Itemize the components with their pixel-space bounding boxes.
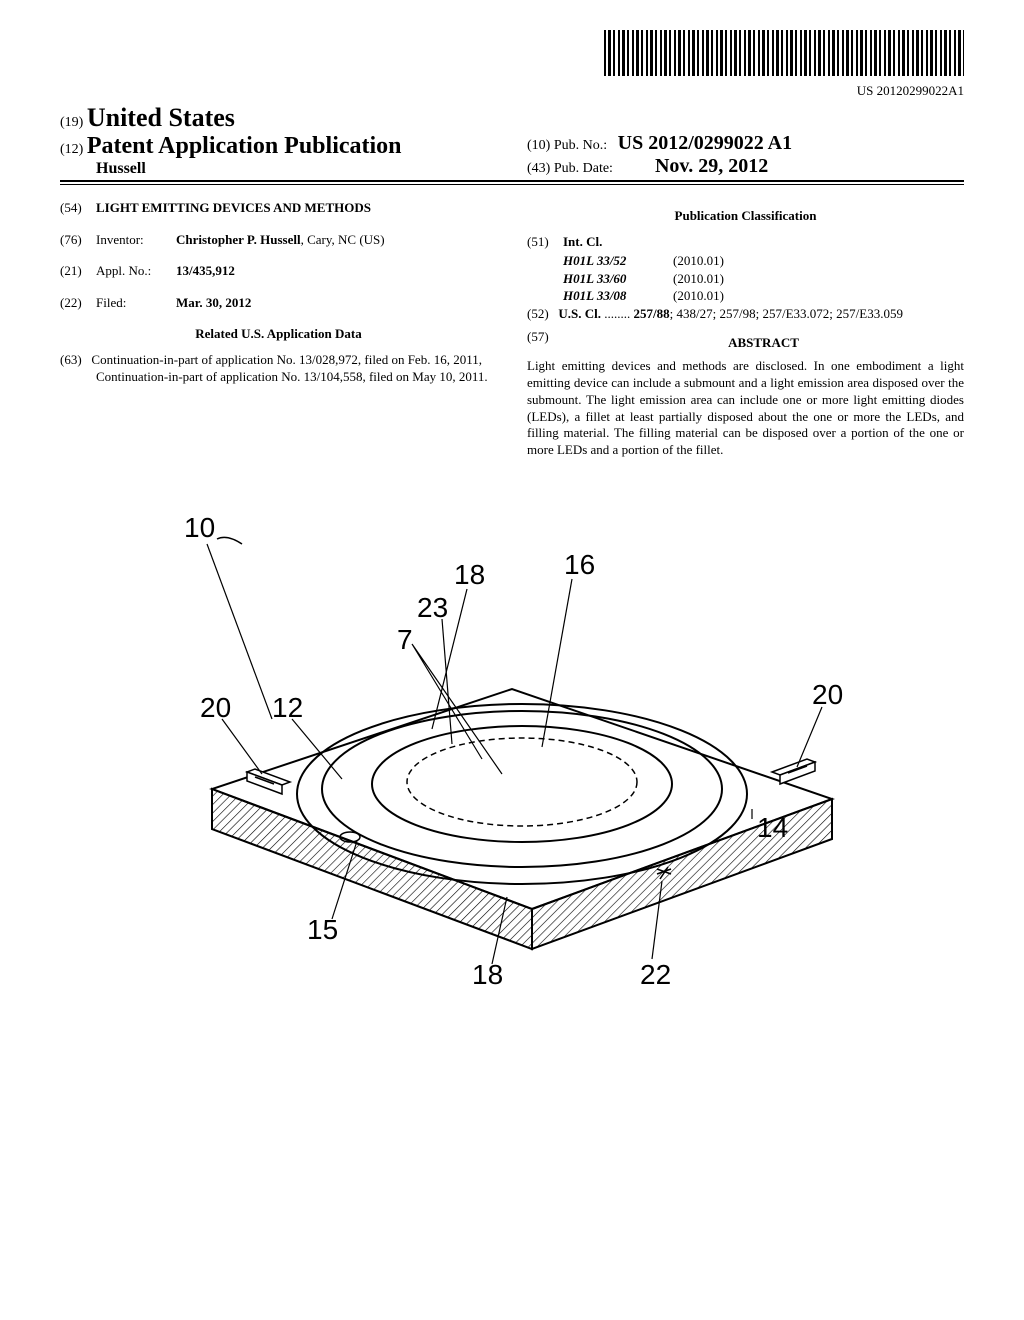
uscl-row: (52) U.S. Cl. ........ 257/88; 438/27; 2… [527,305,964,323]
pubno-code: (10) [527,138,550,153]
uscl-label: U.S. Cl. [558,306,601,321]
uscl-dots: ........ [604,306,633,321]
pubdate-code: (43) [527,161,550,176]
abstract-title: ABSTRACT [563,334,964,352]
related-code: (63) [60,352,82,367]
author-name: Hussell [60,160,497,178]
pub-code: (12) [60,142,83,157]
ref-12: 12 [272,692,303,723]
intcl-item: H01L 33/08 (2010.01) [527,287,964,305]
arrow-10 [217,538,242,545]
abstract-code: (57) [527,328,563,358]
ref-14: 14 [757,812,788,843]
related-body: Continuation-in-part of application No. … [91,352,487,385]
inventor-value: Christopher P. Hussell, Cary, NC (US) [176,231,497,249]
left-column: (54) LIGHT EMITTING DEVICES AND METHODS … [60,199,497,459]
title-code: (54) [60,199,96,217]
country-name: United States [87,103,235,132]
filed-code: (22) [60,294,96,312]
uscl-code: (52) [527,306,549,321]
pubdate-label: Pub. Date: [554,161,613,176]
title-row: (54) LIGHT EMITTING DEVICES AND METHODS [60,199,497,217]
applno-value: 13/435,912 [176,262,497,280]
related-data-text: (63) Continuation-in-part of application… [60,351,497,386]
intcl-item: H01L 33/52 (2010.01) [527,252,964,270]
intcl-label: Int. Cl. [563,233,602,251]
ref-10: 10 [184,512,215,543]
pub-classification-title: Publication Classification [527,207,964,225]
ref-16: 16 [564,549,595,580]
uscl-bold: 257/88 [634,306,670,321]
country-code: (19) [60,115,83,130]
abstract-header: (57) ABSTRACT [527,328,964,358]
applno-row: (21) Appl. No.: 13/435,912 [60,262,497,280]
pubdate-value: Nov. 29, 2012 [655,155,768,177]
filed-label: Filed: [96,294,176,312]
ref-20b: 20 [812,679,843,710]
header-row: (19) United States (12) Patent Applicati… [60,103,964,182]
barcode-text: US 20120299022A1 [60,83,964,99]
right-column: Publication Classification (51) Int. Cl.… [527,199,964,459]
ref-18b: 18 [472,959,503,989]
filed-row: (22) Filed: Mar. 30, 2012 [60,294,497,312]
patent-figure: 10 18 23 16 7 20 12 20 14 15 18 22 [60,489,964,994]
pubno-label: Pub. No.: [554,138,607,153]
inventor-label: Inventor: [96,231,176,249]
applno-code: (21) [60,262,96,280]
intcl-item: H01L 33/60 (2010.01) [527,270,964,288]
ref-20a: 20 [200,692,231,723]
ref-7: 7 [397,624,413,655]
applno-label: Appl. No.: [96,262,176,280]
intcl-item-code: H01L 33/52 [563,252,673,270]
intcl-row: (51) Int. Cl. [527,233,964,251]
filed-value: Mar. 30, 2012 [176,294,497,312]
ref-23: 23 [417,592,448,623]
uscl-rest: ; 438/27; 257/98; 257/E33.072; 257/E33.0… [670,306,903,321]
intcl-item-code: H01L 33/08 [563,287,673,305]
related-data-title: Related U.S. Application Data [60,325,497,343]
inventor-row: (76) Inventor: Christopher P. Hussell, C… [60,231,497,249]
pubdate-line: (43) Pub. Date: Nov. 29, 2012 [527,155,964,178]
intcl-item-year: (2010.01) [673,287,964,305]
inventor-name: Christopher P. Hussell [176,232,301,247]
intcl-item-code: H01L 33/60 [563,270,673,288]
pubno-line: (10) Pub. No.: US 2012/0299022 A1 [527,132,964,155]
barcode [604,30,964,76]
ref-22: 22 [640,959,671,989]
abstract-text: Light emitting devices and methods are d… [527,358,964,459]
pubno-value: US 2012/0299022 A1 [618,132,792,154]
inventor-code: (76) [60,231,96,249]
figure-svg: 10 18 23 16 7 20 12 20 14 15 18 22 [112,489,912,989]
barcode-area: US 20120299022A1 [60,30,964,99]
country-line: (19) United States [60,103,497,133]
ref-15: 15 [307,914,338,945]
intcl-item-year: (2010.01) [673,252,964,270]
invention-title: LIGHT EMITTING DEVICES AND METHODS [96,199,371,217]
inventor-location: , Cary, NC (US) [301,232,385,247]
pub-type: Patent Application Publication [87,133,402,159]
pub-type-line: (12) Patent Application Publication [60,133,497,160]
ref-18a: 18 [454,559,485,590]
intcl-item-year: (2010.01) [673,270,964,288]
divider-line [60,184,964,185]
intcl-code: (51) [527,233,563,251]
